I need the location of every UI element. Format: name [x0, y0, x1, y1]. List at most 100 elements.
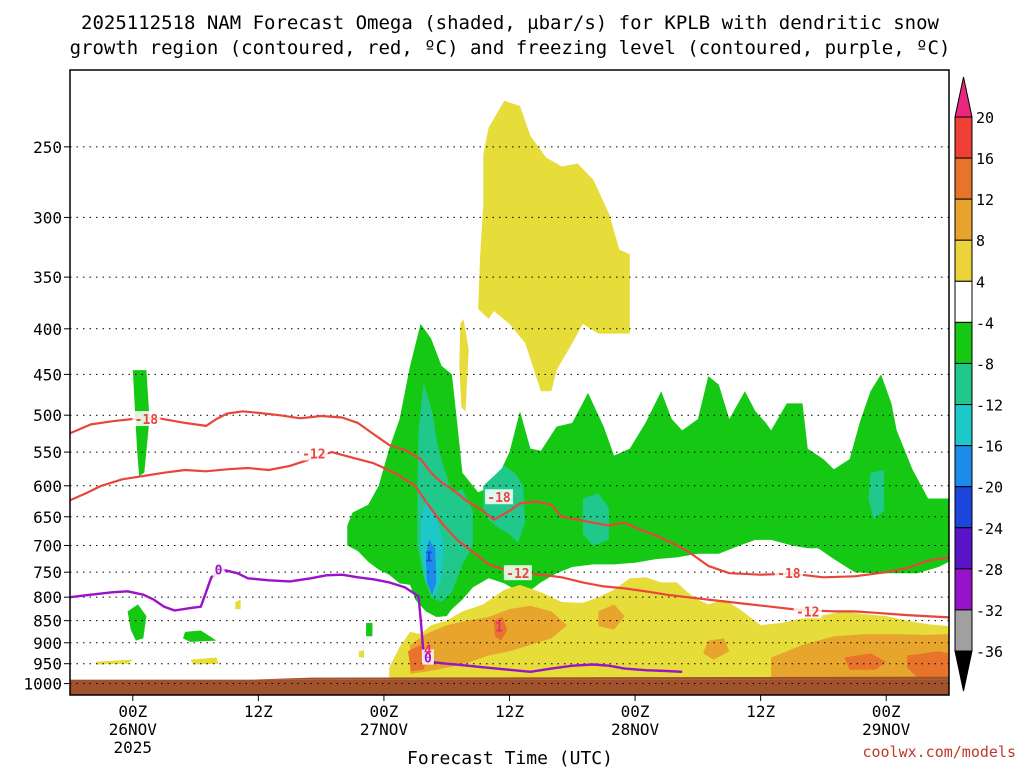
freezing-level-extra-label-0-bg: [421, 649, 434, 665]
red-contour--18-0: [70, 410, 949, 579]
omega-region-lower-ascent-core: [410, 605, 568, 674]
omega-region-lower-ascent-max-2: [844, 653, 887, 670]
omega-region-low-left-yellow: [96, 659, 133, 665]
y-tick-label-250: 250: [33, 138, 62, 157]
colorbar-label-9: -20: [976, 479, 1003, 497]
omega-region-descent-right-patch: [582, 493, 609, 546]
colorbar-bin-7: [954, 404, 973, 447]
omega-max-mark-1: 1: [495, 620, 503, 635]
y-tick-label-950: 950: [33, 655, 62, 674]
omega-region-lower-ascent-core-2: [598, 604, 625, 630]
ground-surface-ridge: [247, 676, 949, 680]
colorbar-bin-12: [954, 609, 973, 652]
omega-region-lower-ascent-max: [493, 617, 508, 641]
freezing-level-label: 0: [215, 564, 223, 579]
ground-layer: [70, 676, 949, 695]
red-contour-extra-label-3-bg: [793, 603, 822, 619]
x-tick-label-30-1: 00Z: [369, 702, 398, 721]
omega-min-mark-0: I: [425, 550, 433, 565]
colorbar-label-1: 16: [976, 150, 994, 168]
omega-region-main-descent-band: [347, 323, 949, 617]
y-tick-label-850: 850: [33, 612, 62, 631]
red-contour-extra-label-0-bg: [485, 489, 514, 505]
contour-layer: [70, 410, 949, 673]
y-tick-label-800: 800: [33, 588, 62, 607]
freezing-level-label-bg: [212, 561, 225, 577]
y-tick-label-450: 450: [33, 365, 62, 384]
colorbar-bin-3: [954, 239, 973, 282]
omega-region-upper-ascent-lobe: [478, 100, 630, 392]
x-tick-label-66-1: 12Z: [746, 702, 775, 721]
red-contour--12-1: [70, 451, 949, 619]
omega-region-lower-ascent-max-3: [907, 651, 949, 678]
freezing-level-contour: [70, 568, 683, 673]
x-axis-title: Forecast Time (UTC): [407, 748, 613, 768]
colorbar-bin-11: [954, 568, 973, 611]
y-tick-label-600: 600: [33, 477, 62, 496]
freezing-level-extra-label-0: 0: [424, 652, 432, 667]
red-contour-extra-label-3: -12: [796, 605, 819, 620]
x-tick-label-6-2: 26NOV: [109, 720, 158, 739]
chart-title-line-1: 2025112518 NAM Forecast Omega (shaded, µ…: [81, 12, 939, 34]
x-tick-label-42-1: 12Z: [495, 702, 524, 721]
omega-region-descent-secondary: [483, 465, 526, 543]
red-contour-extra-label-2: -18: [777, 567, 801, 582]
colorbar-label-5: -4: [976, 314, 994, 332]
x-tick-label-18-1: 12Z: [244, 702, 273, 721]
red-contour-extra-label-1-bg: [503, 565, 532, 581]
chart-title-line-2: growth region (contoured, red, ºC) and f…: [70, 37, 951, 59]
colorbar-bottom-arrow: [954, 650, 973, 692]
red-contour-extra-label-2-bg: [774, 565, 803, 581]
colorbar-bin-9: [954, 486, 973, 529]
y-tick-label-650: 650: [33, 508, 62, 527]
red-contour-extra-label-1: -12: [506, 567, 529, 582]
colorbar-bin-4: [954, 280, 973, 323]
y-tick-label-700: 700: [33, 536, 62, 555]
colorbar-label-11: -28: [976, 561, 1003, 579]
colorbar-label-7: -12: [976, 397, 1003, 415]
omega-region-descent-far-right-patch: [868, 470, 885, 520]
x-tick-label-6-3: 2025: [114, 738, 153, 757]
x-tick-label-6-1: 00Z: [118, 702, 147, 721]
red-contour-extra-label-0: -18: [487, 491, 511, 506]
colorbar-label-13: -36: [976, 643, 1003, 661]
colorbar-label-8: -16: [976, 438, 1003, 456]
y-tick-label-900: 900: [33, 634, 62, 653]
colorbar-label-4: 4: [976, 273, 985, 291]
omega-region-low-left-blob: [127, 604, 147, 641]
omega-max-mark-0: 4: [424, 643, 432, 658]
omega-region-yellow-dot-2: [358, 650, 364, 658]
y-tick-label-500: 500: [33, 406, 62, 425]
colorbar-label-6: -8: [976, 355, 994, 373]
red-contour-label-1: -12: [302, 448, 325, 463]
colorbar-label-3: 8: [976, 232, 985, 250]
colorbar-label-2: 12: [976, 191, 994, 209]
colorbar-label-12: -32: [976, 602, 1003, 620]
colorbar-bin-5: [954, 321, 973, 364]
colorbar: 20 16 12 8 4 -4 -8 -12 -16 -20 -24 -28 -32 -36: [954, 76, 1003, 692]
omega-region-narrow-ascent-streak: [459, 319, 469, 412]
red-contour-label-0: -18: [135, 413, 159, 428]
y-tick-label-350: 350: [33, 268, 62, 287]
x-tick-label-54-2: 28NOV: [611, 720, 660, 739]
colorbar-bin-0: [954, 116, 973, 159]
omega-region-lower-ascent-core-3: [703, 638, 730, 660]
colorbar-bin-10: [954, 527, 973, 570]
omega-region-descent-max: [425, 539, 437, 595]
credit-text: coolwx.com/models: [862, 743, 1016, 761]
y-tick-label-300: 300: [33, 208, 62, 227]
x-tick-label-78-1: 00Z: [872, 702, 901, 721]
ground-surface: [70, 679, 949, 695]
omega-region-low-left-blob-2: [183, 630, 217, 642]
y-tick-label-550: 550: [33, 443, 62, 462]
omega-shading-layer: [96, 100, 949, 680]
colorbar-bin-2: [954, 198, 973, 241]
red-contour-label-1-bg: [299, 445, 328, 461]
omega-region-yellow-dot: [235, 599, 241, 610]
y-tick-label-750: 750: [33, 563, 62, 582]
y-tick-label-1000: 1000: [23, 675, 62, 694]
